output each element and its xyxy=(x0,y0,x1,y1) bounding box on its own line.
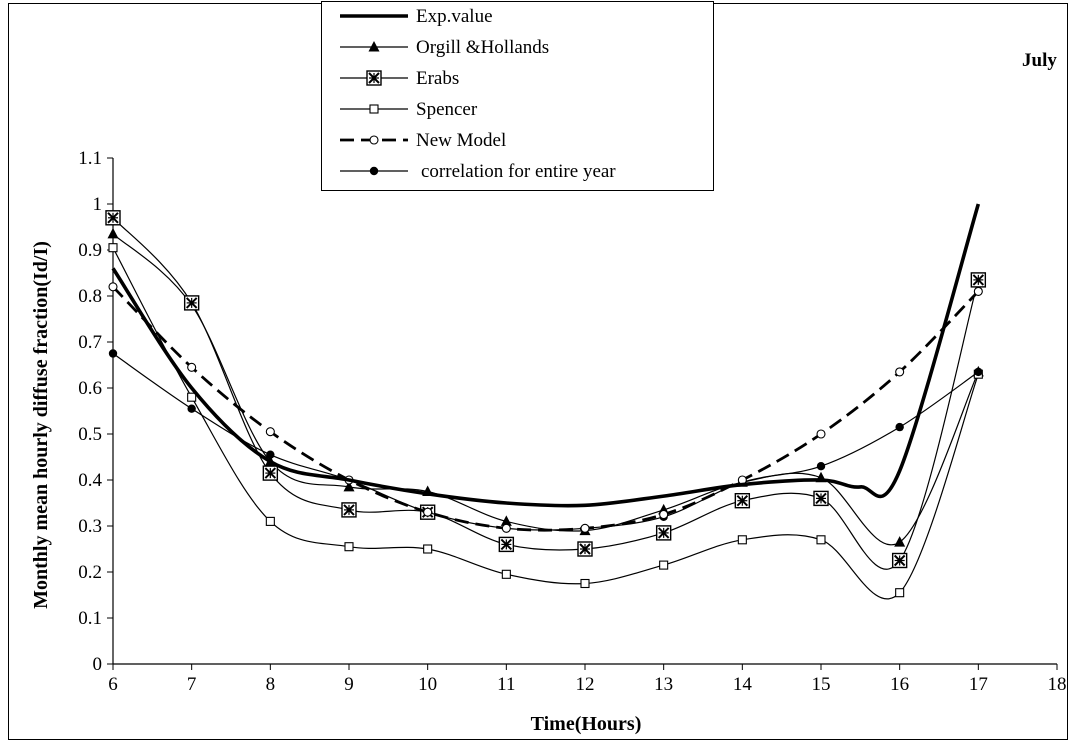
x-tick-label: 11 xyxy=(497,674,515,695)
legend-label: Erabs xyxy=(416,68,459,89)
y-tick-label: 0.9 xyxy=(78,240,102,261)
legend-item: Orgill &Hollands xyxy=(340,37,549,58)
square-marker xyxy=(423,544,433,554)
x-tick-label: 15 xyxy=(812,674,831,695)
x-tick-label: 14 xyxy=(733,674,753,695)
square-marker xyxy=(737,535,747,545)
x-axis-title: Time(Hours) xyxy=(531,713,642,735)
series-5 xyxy=(108,282,983,533)
legend-item: Exp.value xyxy=(340,6,493,27)
legend-label: Exp.value xyxy=(416,6,493,27)
filled-circle-marker xyxy=(974,367,983,377)
series-line xyxy=(112,247,979,600)
legend-label: Orgill &Hollands xyxy=(416,37,549,58)
series-1 xyxy=(111,203,981,508)
series-line xyxy=(112,233,979,546)
y-tick-label: 1.1 xyxy=(78,148,102,169)
y-axis-title: Monthly mean hourly diffuse fraction(Id/… xyxy=(30,241,52,609)
filled-circle-marker xyxy=(108,349,118,358)
filled-circle-marker xyxy=(816,462,826,471)
x-tick-label: 18 xyxy=(1048,674,1067,695)
y-tick-label: 0.5 xyxy=(78,424,102,445)
filled-circle-marker xyxy=(369,166,379,176)
x-tick-label: 16 xyxy=(890,674,909,695)
x-tick-label: 13 xyxy=(654,674,673,695)
series-4 xyxy=(108,243,983,600)
legend-item: Erabs xyxy=(340,68,459,89)
square-marker xyxy=(108,243,118,253)
chart-side-label: July xyxy=(1022,50,1057,71)
legend-label: correlation for entire year xyxy=(421,161,616,182)
square-marker xyxy=(816,535,826,545)
legend-label: New Model xyxy=(416,130,506,151)
x-tick-label: 10 xyxy=(418,674,437,695)
square-marker xyxy=(895,588,905,598)
legend-box xyxy=(321,1,714,191)
x-tick-label: 7 xyxy=(187,674,197,695)
y-tick-label: 0.2 xyxy=(78,562,102,583)
x-tick-label: 8 xyxy=(266,674,276,695)
triangle-marker xyxy=(107,227,119,239)
series-line xyxy=(112,217,979,570)
square-marker xyxy=(659,560,669,570)
square-marker xyxy=(344,542,354,552)
open-circle-marker xyxy=(659,509,669,520)
triangle-marker xyxy=(500,515,512,526)
x-tick-label: 6 xyxy=(108,674,118,695)
triangle-marker xyxy=(368,41,380,52)
square-marker xyxy=(187,392,197,402)
series-3 xyxy=(105,210,987,570)
open-circle-marker xyxy=(895,367,905,377)
open-circle-marker xyxy=(501,523,511,533)
filled-circle-marker xyxy=(266,450,275,459)
x-tick-label: 9 xyxy=(344,674,354,695)
y-tick-label: 0.6 xyxy=(78,378,102,399)
square-marker xyxy=(501,569,511,579)
triangle-marker xyxy=(894,536,906,547)
open-circle-marker xyxy=(369,135,379,145)
series-line xyxy=(111,203,981,508)
open-circle-marker xyxy=(108,282,118,292)
triangle-marker xyxy=(343,480,355,492)
square-marker xyxy=(369,104,379,114)
y-tick-label: 0.3 xyxy=(78,516,102,537)
open-circle-marker xyxy=(265,427,275,437)
x-tick-label: 12 xyxy=(576,674,595,695)
y-tick-label: 0.8 xyxy=(78,286,102,307)
legend-item: Spencer xyxy=(340,99,478,120)
legend-item: New Model xyxy=(340,130,506,151)
square-marker xyxy=(265,516,275,526)
square-marker xyxy=(580,578,590,589)
legend-label: Spencer xyxy=(416,99,478,120)
open-circle-marker xyxy=(816,429,826,439)
series-line xyxy=(111,285,980,532)
open-circle-marker xyxy=(580,523,590,533)
legend-item: correlation for entire year xyxy=(340,161,616,182)
open-circle-marker xyxy=(973,286,983,296)
filled-circle-marker xyxy=(895,422,904,432)
y-tick-label: 0.7 xyxy=(78,332,102,353)
open-circle-marker xyxy=(187,362,197,372)
open-circle-marker xyxy=(423,507,433,517)
y-tick-label: 0 xyxy=(93,654,103,675)
y-tick-label: 0.4 xyxy=(78,470,102,491)
series-2 xyxy=(107,227,984,547)
y-tick-label: 0.1 xyxy=(78,608,102,629)
filled-circle-marker xyxy=(187,404,196,413)
y-tick-label: 1 xyxy=(93,194,103,215)
x-tick-label: 17 xyxy=(969,674,988,695)
